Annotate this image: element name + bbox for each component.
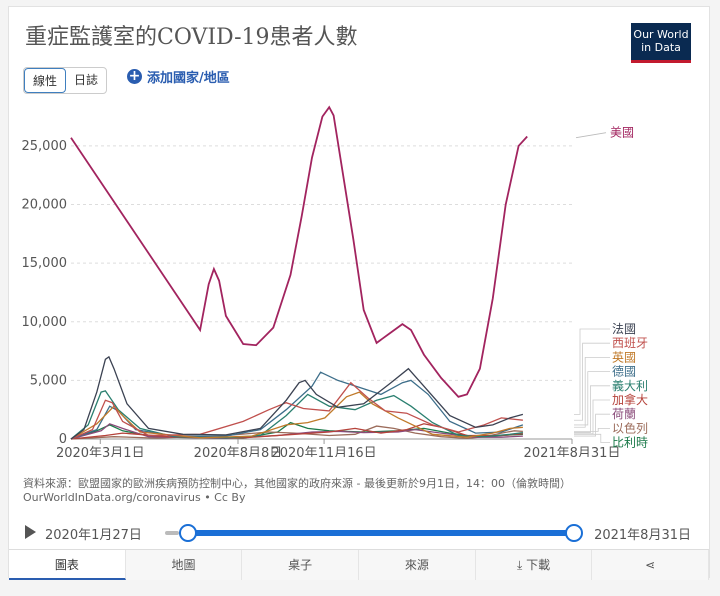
source-line-2: OurWorldInData.org/coronavirus • Cc By [23,491,246,504]
line-chart: 0 5,000 10,000 15,000 20,000 25,000 2020年3月1日 2… [22,105,648,457]
y-tick-label: 20,000 [22,198,68,213]
chart-card: 重症監護室的COVID-19患者人數 Our World in Data 線性 … [8,6,710,580]
legend-connector [574,433,610,443]
share-icon: ⋖ [645,558,656,572]
y-tick-label: 5,000 [30,373,67,388]
y-tick-label: 25,000 [22,139,68,154]
series-line-比利時 [70,421,523,440]
x-tick-label: 2021年8月31日 [524,446,621,457]
tab-sources[interactable]: 來源 [359,550,476,580]
legend-label: 德國 [612,364,636,379]
source-line-1: 資料來源：歐盟國家的歐洲疾病預防控制中心，其他國家的政府來源 - 最後更新於9月… [23,477,571,490]
legend-connector [574,385,610,433]
timeline: 2020年1月27日 2021年8月31日 [9,519,709,545]
series-line-義大利 [70,390,523,440]
tab-download[interactable]: ⤓ 下載 [475,550,593,580]
legend-label: 比利時 [612,436,648,450]
series-line-法國 [70,355,524,440]
download-icon: ⤓ [516,558,527,572]
legend-connector [574,357,610,428]
legend-label: 荷蘭 [612,407,636,421]
series-line-西班牙 [70,381,523,440]
series-line-加拿大 [70,423,523,440]
y-tick-label: 15,000 [22,256,68,271]
tab-table[interactable]: 桌子 [242,550,360,580]
legend-label: 英國 [612,350,636,364]
tab-map[interactable]: 地圖 [125,550,243,580]
legend-label: 加拿大 [612,392,648,407]
legend-label: 西班牙 [612,336,648,350]
series-line-美國 [70,105,528,398]
legend-connector [574,399,610,435]
x-tick-label: 2020年3月1日 [56,446,145,457]
logo-line2: in Data [641,41,681,54]
legend-connector [574,328,610,415]
x-tick-label: 2020年11月16日 [271,446,376,457]
timeline-end-handle[interactable] [565,524,583,542]
play-icon[interactable] [25,525,36,539]
legend-connector [574,342,610,421]
tab-download-label: 下載 [526,558,551,572]
log-scale-button[interactable]: 日誌 [74,73,99,87]
y-tick-label: 10,000 [22,315,68,330]
linear-scale-button[interactable]: 線性 [24,68,67,93]
legend-connector [574,413,610,437]
tab-share[interactable]: ⋖ [592,550,710,580]
chart-title: 重症監護室的COVID-19患者人數 [25,25,358,50]
series-line-英國 [70,391,523,440]
legend-connector [574,371,610,426]
owid-logo[interactable]: Our World in Data [631,23,691,63]
timeline-track-bg [165,531,179,535]
x-tick-label: 2020年8月8日 [194,446,283,457]
legend-connector [574,428,610,432]
add-country-button[interactable]: + 添加國家/地區 [127,67,230,86]
timeline-end-label: 2021年8月31日 [594,528,691,543]
timeline-track[interactable] [179,530,575,536]
legend-label: 以色列 [612,421,648,435]
logo-line1: Our World [633,28,689,41]
tab-chart[interactable]: 圖表 [9,550,126,580]
legend-label: 法國 [612,322,636,336]
y-tick-label: 0 [59,432,67,447]
timeline-start-label: 2020年1月27日 [45,528,142,543]
add-country-label: 添加國家/地區 [147,71,230,86]
tab-bar: 圖表 地圖 桌子 來源 ⤓ 下載 ⋖ [9,549,710,580]
scale-toggle: 線性 日誌 [23,67,108,94]
timeline-start-handle[interactable] [179,524,197,542]
legend-label: 義大利 [612,378,648,393]
legend-connector [575,132,607,139]
source-note: 資料來源：歐盟國家的歐洲疾病預防控制中心，其他國家的政府來源 - 最後更新於9月… [23,477,571,505]
legend-label: 美國 [610,126,634,140]
plus-circle-icon: + [127,68,142,84]
